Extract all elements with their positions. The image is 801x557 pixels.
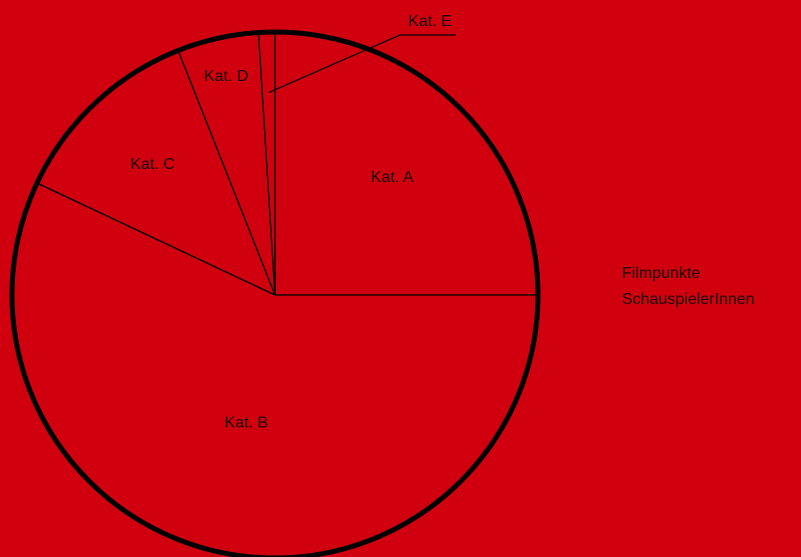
slice-label: Kat. B	[225, 415, 269, 432]
leader-line	[268, 34, 456, 94]
side-label: Filmpunkte	[622, 265, 700, 282]
pie-outline	[9, 29, 541, 557]
pie-slice	[274, 31, 539, 296]
side-label: SchauspielerInnen	[622, 291, 755, 308]
slice-label: Kat. C	[130, 156, 174, 173]
slice-label: Kat. D	[204, 68, 248, 85]
slice-label: Kat. A	[371, 169, 414, 186]
slice-label: Kat. E	[408, 13, 452, 30]
